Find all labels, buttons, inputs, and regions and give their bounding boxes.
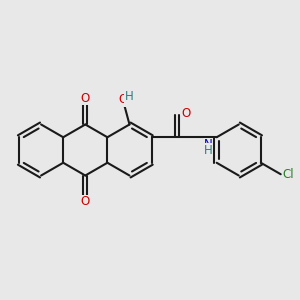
Text: H: H	[125, 90, 134, 103]
Text: N: N	[204, 138, 213, 151]
Text: O: O	[81, 195, 90, 208]
Text: O: O	[118, 93, 128, 106]
Text: Cl: Cl	[283, 168, 294, 181]
Text: O: O	[182, 107, 191, 120]
Text: O: O	[81, 92, 90, 105]
Text: H: H	[204, 144, 213, 157]
